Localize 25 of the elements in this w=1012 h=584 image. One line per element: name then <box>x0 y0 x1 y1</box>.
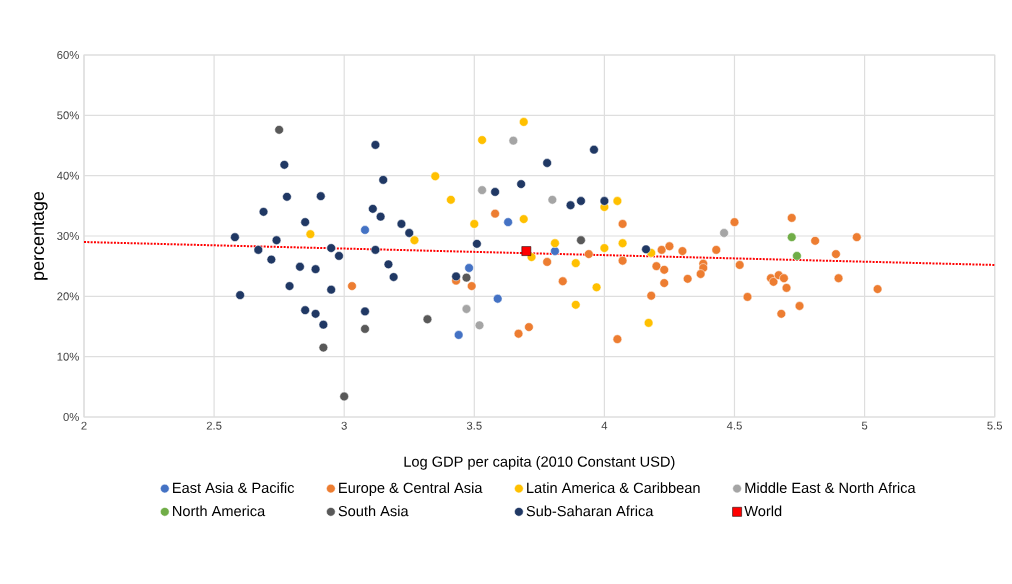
y-tick-label: 20% <box>57 292 79 301</box>
x-tick-label: 3 <box>341 421 347 430</box>
x-tick-label: 2.5 <box>206 421 222 430</box>
y-tick-label: 40% <box>56 171 79 180</box>
x-tick-label: 4.5 <box>726 421 742 430</box>
y-tick-label: 0% <box>63 413 79 421</box>
x-tick-label: 5.5 <box>987 421 1003 430</box>
y-tick-label: 30% <box>57 232 79 240</box>
legend-label: North America <box>173 505 266 517</box>
x-tick-label: 3.5 <box>466 421 482 430</box>
y-tick-label: 50% <box>57 111 79 120</box>
x-tick-label: 4 <box>601 421 608 430</box>
y-axis-title: percentage <box>32 191 48 280</box>
legend-label: South Asia <box>338 505 409 517</box>
x-tick-label: 2 <box>81 421 87 430</box>
legend-label: Middle East & North Africa <box>745 482 916 494</box>
legend-label: Latin America & Caribbean <box>527 482 700 494</box>
y-tick-label: 60% <box>57 51 79 59</box>
x-axis-title: Log GDP per capita (2010 Constant USD) <box>404 456 675 470</box>
legend-label: East Asia & Pacific <box>173 482 295 494</box>
legend-label: Sub-Saharan Africa <box>526 505 654 517</box>
legend-label: Europe & Central Asia <box>339 482 483 496</box>
legend-label: World <box>744 505 782 517</box>
y-tick-label: 10% <box>57 352 79 361</box>
x-tick-label: 5 <box>861 421 868 430</box>
